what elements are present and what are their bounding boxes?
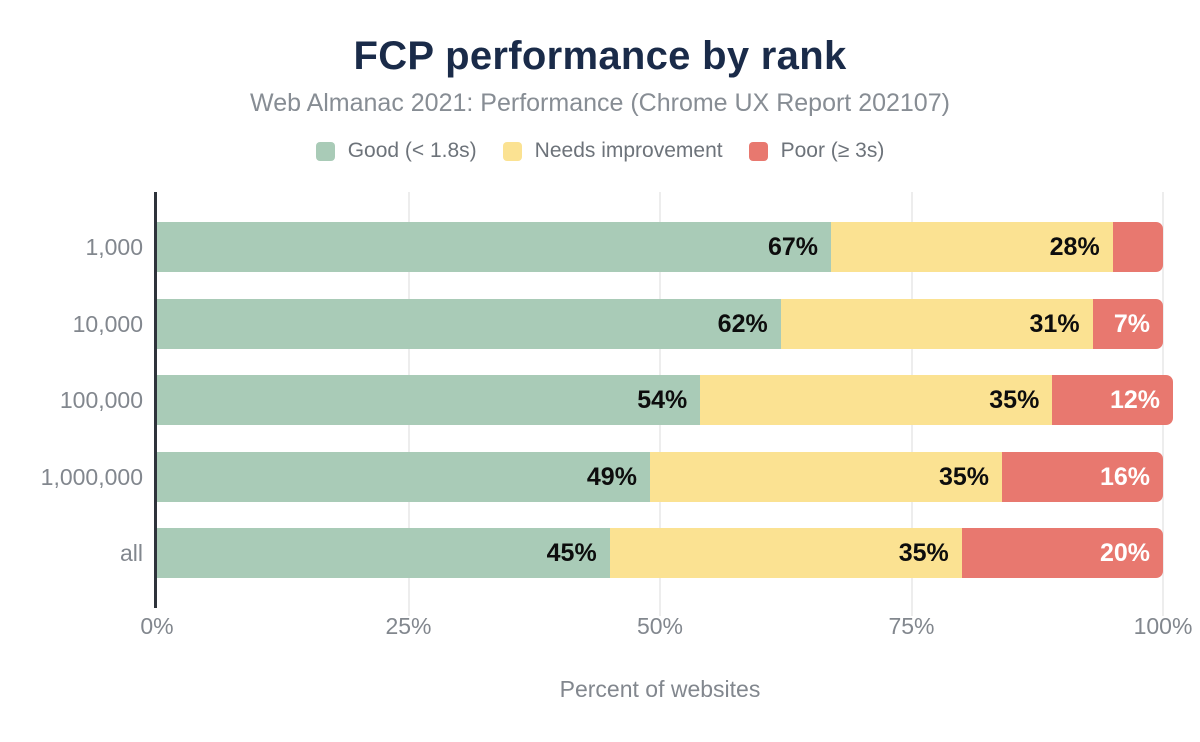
bar-segment-poor[interactable]: 20% bbox=[961, 528, 1163, 578]
segment-value-label: 31% bbox=[1029, 310, 1080, 338]
bar-segment-poor[interactable]: 7% bbox=[1092, 299, 1163, 349]
bar-segment-needs-improvement[interactable]: 35% bbox=[700, 375, 1053, 425]
legend-swatch-icon bbox=[315, 141, 335, 161]
legend: Good (< 1.8s) Needs improvement Poor (≥ 3s… bbox=[0, 139, 1200, 163]
segment-value-label: 67% bbox=[767, 233, 819, 261]
bar-segment-needs-improvement[interactable]: 35% bbox=[609, 528, 962, 578]
legend-label: Needs improvement bbox=[534, 139, 723, 162]
segment-value-label: 20% bbox=[1099, 539, 1150, 567]
chart-title: FCP performance by rank bbox=[353, 34, 847, 78]
bar-segment-good[interactable]: 62% bbox=[157, 299, 781, 349]
y-axis-label: 10,000 bbox=[72, 311, 143, 337]
bar-row-100000: 54% 35% 12% bbox=[157, 375, 1174, 425]
bar-segment-poor[interactable]: 16% bbox=[1002, 452, 1163, 502]
bar-segment-needs-improvement[interactable]: 35% bbox=[649, 452, 1003, 502]
bar-segment-poor[interactable] bbox=[1112, 222, 1163, 272]
x-tick-50: 50% bbox=[636, 613, 684, 639]
segment-value-label: 16% bbox=[1099, 463, 1150, 491]
bar-row-10000: 62% 31% 7% bbox=[157, 299, 1163, 349]
x-tick-0: 0% bbox=[140, 613, 174, 639]
segment-value-label: 35% bbox=[938, 463, 990, 491]
bar-segment-good[interactable]: 54% bbox=[157, 375, 701, 425]
segment-value-label: 35% bbox=[989, 386, 1040, 414]
bar-segment-needs-improvement[interactable]: 31% bbox=[780, 299, 1093, 349]
y-axis-label: 1,000 bbox=[85, 234, 143, 260]
legend-label: Poor (≥ 3s) bbox=[780, 139, 885, 162]
bar-segment-needs-improvement[interactable]: 28% bbox=[831, 222, 1113, 272]
segment-value-label: 62% bbox=[717, 310, 768, 338]
y-axis-line bbox=[154, 192, 157, 608]
bar-segment-good[interactable]: 49% bbox=[157, 452, 650, 502]
segment-value-label: 45% bbox=[546, 539, 597, 567]
bar-row-1000000: 49% 35% 16% bbox=[157, 452, 1163, 502]
bar-segment-poor[interactable]: 12% bbox=[1052, 375, 1174, 425]
y-axis-label: 100,000 bbox=[59, 387, 143, 413]
legend-item-good[interactable]: Good (< 1.8s) bbox=[315, 139, 477, 163]
segment-value-label: 54% bbox=[637, 386, 688, 414]
bar-row-all: 45% 35% 20% bbox=[157, 528, 1163, 578]
legend-swatch-icon bbox=[502, 141, 522, 161]
x-tick-25: 25% bbox=[385, 613, 432, 639]
legend-swatch-icon bbox=[748, 141, 768, 161]
bar-segment-good[interactable]: 67% bbox=[157, 222, 832, 272]
segment-value-label: 35% bbox=[898, 539, 949, 567]
segment-value-label: 49% bbox=[586, 463, 637, 491]
segment-value-label: 12% bbox=[1110, 386, 1161, 414]
y-axis-label: all bbox=[119, 540, 143, 566]
x-tick-100: 100% bbox=[1133, 613, 1193, 639]
segment-value-label: 7% bbox=[1113, 310, 1150, 338]
legend-item-needs-improvement[interactable]: Needs improvement bbox=[502, 139, 723, 163]
legend-label: Good (< 1.8s) bbox=[347, 139, 477, 162]
legend-item-poor[interactable]: Poor (≥ 3s) bbox=[748, 139, 885, 163]
x-axis-title: Percent of websites bbox=[559, 676, 761, 702]
bar-row-1000: 67% 28% bbox=[157, 222, 1163, 272]
y-axis-label: 1,000,000 bbox=[40, 464, 143, 490]
chart-subtitle: Web Almanac 2021: Performance (Chrome UX… bbox=[250, 89, 950, 117]
x-tick-75: 75% bbox=[888, 613, 935, 639]
segment-value-label: 28% bbox=[1049, 233, 1100, 261]
bar-segment-good[interactable]: 45% bbox=[157, 528, 610, 578]
plot-area: 67% 28% 62% 31% 7% 54% 35% 12% 49% 35% 16% 45% 35% 20… bbox=[154, 192, 1174, 617]
